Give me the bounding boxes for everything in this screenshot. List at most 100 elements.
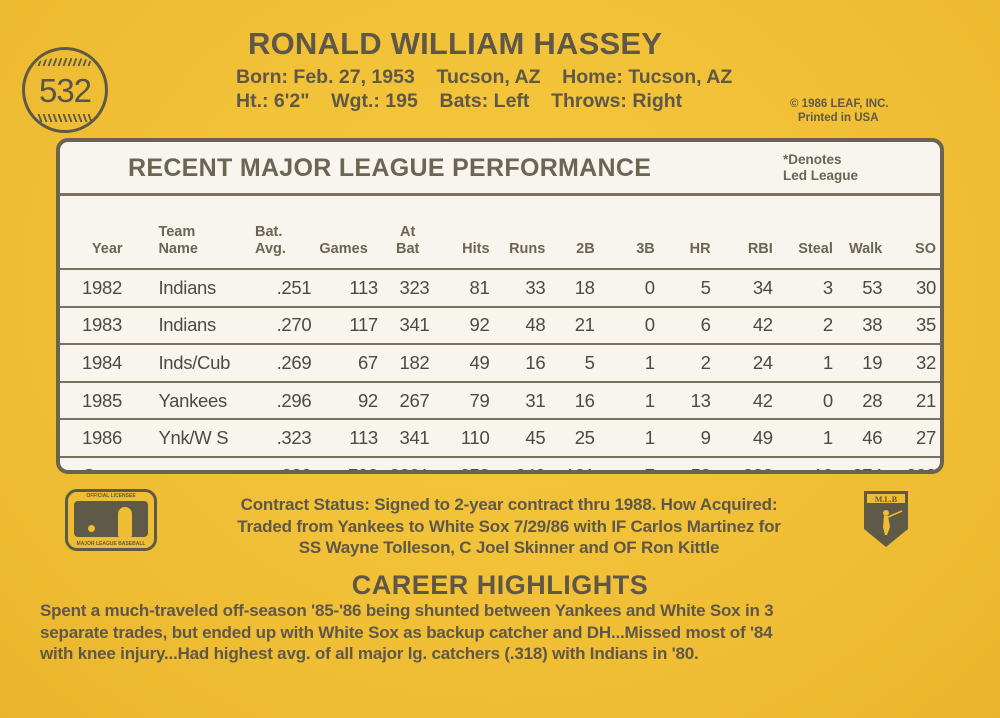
highlights-title: CAREER HIGHLIGHTS xyxy=(351,570,649,600)
cell-runs: 249 xyxy=(493,455,550,470)
ball-dot xyxy=(88,525,95,532)
cell-year: 1985 xyxy=(60,380,155,420)
table-row: 1985 Yankees .296 92 267 79 31 16 1 13 4… xyxy=(60,380,940,420)
col-header-so: SO xyxy=(915,241,936,257)
cell-at-bat: 182 xyxy=(381,343,434,382)
cell-2b: 16 xyxy=(549,380,599,420)
card-number: 532 xyxy=(38,72,92,109)
cell-walk: 28 xyxy=(836,380,887,420)
bio-line-physical: Ht.: 6'2" Wgt.: 195 Bats: Left Throws: R… xyxy=(236,90,683,112)
highlights-line-2: separate trades, but ended up with White… xyxy=(40,622,773,642)
cell-year: 1986 xyxy=(60,418,155,457)
cell-games: 113 xyxy=(315,418,382,457)
cell-steal: 3 xyxy=(776,268,837,307)
cell-avg: .269 xyxy=(251,343,316,382)
cell-so: 21 xyxy=(886,380,940,420)
player-name: RONALD WILLIAM HASSEY xyxy=(248,26,663,61)
col-header-games: Games xyxy=(319,241,368,257)
cell-2b: 121 xyxy=(549,455,599,470)
cell-games: 67 xyxy=(315,343,382,382)
col-header-at-bat: At Bat xyxy=(395,224,420,257)
col-header-rbi: RBI xyxy=(747,241,773,257)
cell-walk: 38 xyxy=(836,305,887,345)
cell-2b: 18 xyxy=(549,268,599,307)
cell-so: 32 xyxy=(886,343,940,382)
cell-rbi: 49 xyxy=(714,418,777,457)
cell-at-bat: 267 xyxy=(381,380,434,420)
cell-games: 117 xyxy=(315,305,382,345)
cell-team: Inds/Cub xyxy=(154,343,252,382)
cell-at-bat: 2331 xyxy=(381,455,434,470)
table-row: 1986 Ynk/W S .323 113 341 110 45 25 1 9 … xyxy=(60,418,940,457)
mlb-licensee-logo-icon: OFFICIAL LICENSEE MAJOR LEAGUE BASEBALL xyxy=(65,489,157,551)
cell-avg: .270 xyxy=(251,305,316,345)
contract-line-1: Contract Status: Signed to 2-year contra… xyxy=(240,495,778,514)
cell-hr: 13 xyxy=(658,380,715,420)
cell-so: 30 xyxy=(886,268,940,307)
col-header-runs: Runs xyxy=(509,241,546,257)
baseball-icon: 532 xyxy=(22,47,108,133)
cell-year: 1984 xyxy=(60,343,155,382)
cell-rbi: 42 xyxy=(714,380,777,420)
col-header-hr: HR xyxy=(689,241,711,257)
cell-hits: 92 xyxy=(433,305,494,345)
cell-games: 793 xyxy=(315,455,382,470)
cell-hr: 5 xyxy=(658,268,715,307)
table-row: 1983 Indians .270 117 341 92 48 21 0 6 4… xyxy=(60,305,940,345)
cell-hr: 9 xyxy=(658,418,715,457)
cell-walk: 19 xyxy=(836,343,887,382)
cell-hits: 81 xyxy=(433,268,494,307)
cell-2b: 5 xyxy=(549,343,599,382)
cell-team: Indians xyxy=(154,305,252,345)
batter-silhouette xyxy=(118,507,132,537)
cell-avg: .251 xyxy=(251,268,316,307)
cell-so: 27 xyxy=(886,418,940,457)
cell-rbi: 34 xyxy=(714,268,777,307)
cell-hr: 50 xyxy=(658,455,715,470)
col-header-hits: Hits xyxy=(462,241,490,257)
col-header-3b: 3B xyxy=(636,241,655,257)
cell-rbi: 322 xyxy=(714,455,777,470)
logo-field xyxy=(74,501,148,537)
table-row: 1984 Inds/Cub .269 67 182 49 16 5 1 2 24… xyxy=(60,343,940,382)
cell-steal: 1 xyxy=(776,418,837,457)
cell-3b: 1 xyxy=(598,418,659,457)
cell-at-bat: 341 xyxy=(381,305,434,345)
contract-line-2: Traded from Yankees to White Sox 7/29/86… xyxy=(237,516,781,536)
mlb-shield-icon: M.L.B xyxy=(864,491,908,547)
ball-stitching-top xyxy=(37,58,93,66)
cell-hits: 110 xyxy=(433,418,494,457)
contract-line-3: SS Wayne Tolleson, C Joel Skinner and OF… xyxy=(298,538,720,557)
led-league-note: *Denotes Led League xyxy=(783,152,858,184)
col-header-steal: Steal xyxy=(798,241,833,257)
cell-games: 92 xyxy=(315,380,382,420)
highlights-line-1: Spent a much-traveled off-season '85-'86… xyxy=(40,601,774,620)
col-header-2b: 2B xyxy=(576,241,595,257)
stats-title: RECENT MAJOR LEAGUE PERFORMANCE xyxy=(128,154,652,182)
licensee-label: OFFICIAL LICENSEE xyxy=(86,493,136,499)
cell-year: 1983 xyxy=(60,305,155,345)
col-header-avg: Bat. Avg. xyxy=(255,224,286,257)
stats-panel: RECENT MAJOR LEAGUE PERFORMANCE *Denotes… xyxy=(56,138,944,474)
cell-at-bat: 323 xyxy=(381,268,434,307)
cell-steal: 1 xyxy=(776,343,837,382)
cell-runs: 48 xyxy=(493,305,550,345)
cell-runs: 33 xyxy=(493,268,550,307)
cell-avg: .323 xyxy=(251,418,316,457)
cell-hr: 6 xyxy=(658,305,715,345)
cell-team: Indians xyxy=(154,268,252,307)
highlights-line-3: with knee injury...Had highest avg. of a… xyxy=(40,644,699,663)
table-row-career: Career .282 793 2331 658 249 121 7 50 32… xyxy=(60,455,940,470)
cell-walk: 46 xyxy=(836,418,887,457)
copyright-line: © 1986 LEAF, INC. xyxy=(790,98,889,110)
cell-steal: 10 xyxy=(776,455,837,470)
cell-year: 1982 xyxy=(60,268,155,307)
cell-hits: 658 xyxy=(433,455,494,470)
note-line-2: Led League xyxy=(783,168,859,183)
cell-3b: 0 xyxy=(598,305,659,345)
cell-runs: 45 xyxy=(493,418,550,457)
cell-team xyxy=(154,455,252,470)
cell-hits: 79 xyxy=(433,380,494,420)
bio-line-born: Born: Feb. 27, 1953 Tucson, AZ Home: Tuc… xyxy=(236,66,733,88)
cell-runs: 31 xyxy=(493,380,550,420)
